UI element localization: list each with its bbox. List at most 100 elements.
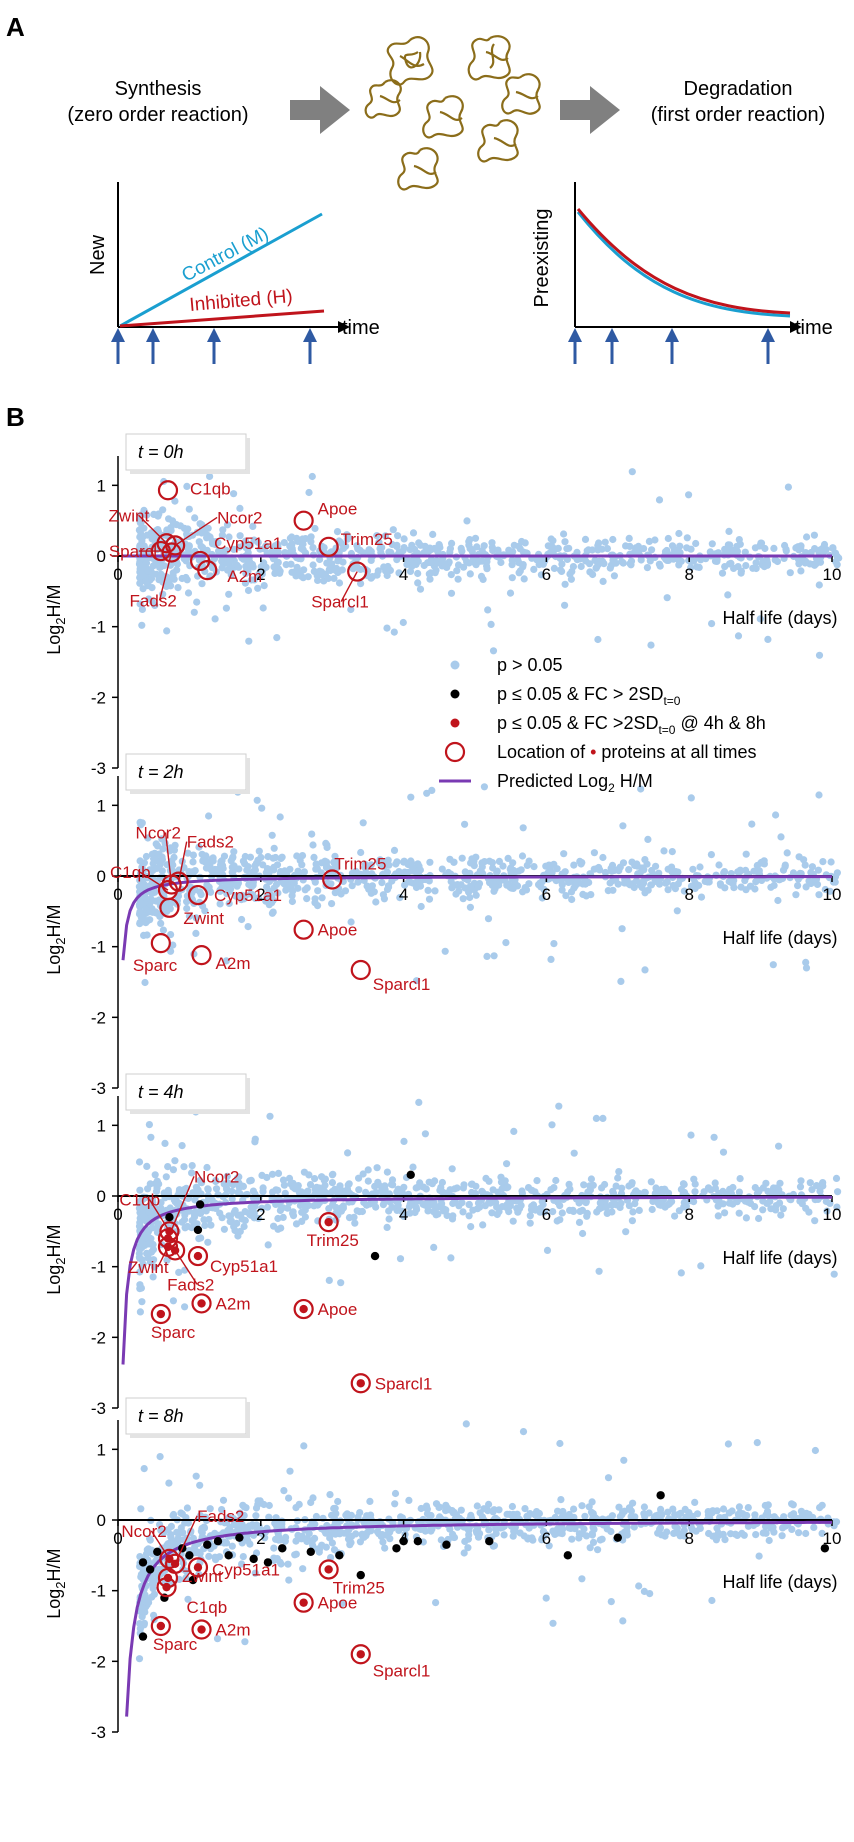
data-point bbox=[285, 1174, 294, 1182]
data-point bbox=[713, 556, 721, 564]
significant-point bbox=[485, 1537, 494, 1546]
data-point bbox=[299, 535, 307, 543]
protein-icon bbox=[422, 95, 464, 139]
panel-a: A Synthesis (zero order reaction) Degrad… bbox=[6, 12, 833, 364]
data-point bbox=[691, 1498, 699, 1506]
data-point bbox=[205, 1215, 213, 1224]
data-point bbox=[669, 1505, 677, 1513]
data-point bbox=[293, 852, 301, 860]
data-point bbox=[750, 867, 758, 875]
data-point bbox=[140, 1465, 148, 1473]
y-axis-label: Log2H/M bbox=[44, 1224, 68, 1294]
data-point bbox=[536, 879, 544, 887]
legend-label-text: Predicted Log bbox=[497, 771, 608, 791]
data-point bbox=[142, 852, 150, 861]
data-point bbox=[558, 560, 566, 568]
data-point bbox=[575, 1218, 584, 1226]
data-point bbox=[378, 1186, 386, 1194]
data-point bbox=[742, 1214, 751, 1222]
data-point bbox=[565, 878, 573, 887]
data-point bbox=[725, 1199, 734, 1207]
data-point bbox=[230, 1223, 238, 1231]
data-point bbox=[447, 878, 455, 886]
y-tick-label: -2 bbox=[91, 1652, 106, 1671]
data-point bbox=[147, 1248, 156, 1256]
data-point bbox=[795, 546, 803, 554]
data-point bbox=[148, 584, 156, 592]
data-point bbox=[146, 908, 154, 916]
data-point bbox=[178, 1218, 186, 1226]
data-point bbox=[490, 952, 498, 960]
data-point bbox=[159, 845, 167, 853]
data-point bbox=[206, 1505, 214, 1513]
legend-label: p ≤ 0.05 & FC >2SDt=0 @ 4h & 8h bbox=[497, 713, 766, 737]
data-point bbox=[209, 857, 217, 865]
data-point bbox=[628, 1179, 636, 1187]
data-point bbox=[140, 931, 148, 940]
sample-arrowhead-icon bbox=[605, 328, 619, 342]
data-point bbox=[595, 539, 603, 547]
data-point bbox=[744, 1504, 752, 1512]
data-point bbox=[181, 1185, 189, 1193]
data-point bbox=[336, 1182, 344, 1190]
data-point bbox=[291, 1182, 299, 1190]
highlight-ring bbox=[293, 1298, 314, 1320]
data-point bbox=[344, 1149, 352, 1157]
data-point bbox=[385, 1215, 393, 1223]
data-point bbox=[361, 860, 369, 868]
data-point bbox=[165, 515, 173, 523]
highlight-ring bbox=[187, 1557, 209, 1578]
data-point bbox=[264, 853, 272, 861]
data-point bbox=[149, 1585, 157, 1593]
data-point bbox=[622, 1228, 630, 1236]
data-point bbox=[358, 1207, 366, 1216]
legend-label-tail: proteins at all times bbox=[596, 742, 756, 762]
data-point bbox=[468, 1180, 476, 1188]
legend-item: p ≤ 0.05 & FC >2SDt=0 @ 4h & 8h bbox=[450, 713, 766, 737]
data-point bbox=[719, 1530, 727, 1538]
data-point bbox=[197, 1527, 205, 1535]
data-point bbox=[136, 1186, 144, 1194]
data-point bbox=[148, 1224, 156, 1232]
data-point bbox=[503, 1160, 511, 1168]
data-point bbox=[249, 522, 257, 531]
data-point bbox=[169, 1297, 177, 1305]
data-point bbox=[254, 584, 262, 592]
data-point bbox=[160, 1529, 168, 1537]
significant-point bbox=[392, 1544, 401, 1553]
data-point bbox=[192, 914, 200, 922]
data-point bbox=[834, 1188, 842, 1196]
data-point bbox=[735, 1209, 743, 1217]
title-box bbox=[125, 753, 247, 791]
data-point bbox=[725, 560, 734, 568]
legend-label: p ≤ 0.05 & FC > 2SDt=0 bbox=[497, 684, 681, 708]
data-point bbox=[792, 891, 800, 899]
data-point bbox=[708, 620, 716, 628]
data-point bbox=[198, 1179, 206, 1187]
data-point bbox=[577, 860, 585, 868]
data-point bbox=[770, 881, 778, 890]
data-point bbox=[304, 1201, 313, 1210]
data-point bbox=[465, 1212, 473, 1220]
significant-point bbox=[278, 1544, 287, 1553]
protein-label: Zwint bbox=[109, 506, 150, 525]
data-point bbox=[494, 1188, 502, 1196]
data-point bbox=[239, 1553, 247, 1561]
data-point bbox=[467, 1511, 475, 1519]
data-point bbox=[190, 608, 198, 616]
data-point bbox=[578, 1502, 586, 1510]
data-point bbox=[721, 1209, 729, 1217]
highlighted-point bbox=[170, 1559, 180, 1569]
data-point bbox=[157, 570, 165, 578]
data-point bbox=[163, 526, 171, 534]
data-point bbox=[668, 868, 676, 876]
y-axis-label-part: Log bbox=[44, 1589, 64, 1619]
data-point bbox=[705, 878, 713, 886]
data-point bbox=[509, 884, 517, 893]
data-point bbox=[146, 1559, 154, 1567]
data-point bbox=[741, 1197, 750, 1205]
data-point bbox=[375, 858, 383, 867]
data-point bbox=[390, 846, 399, 855]
data-point bbox=[274, 889, 282, 897]
